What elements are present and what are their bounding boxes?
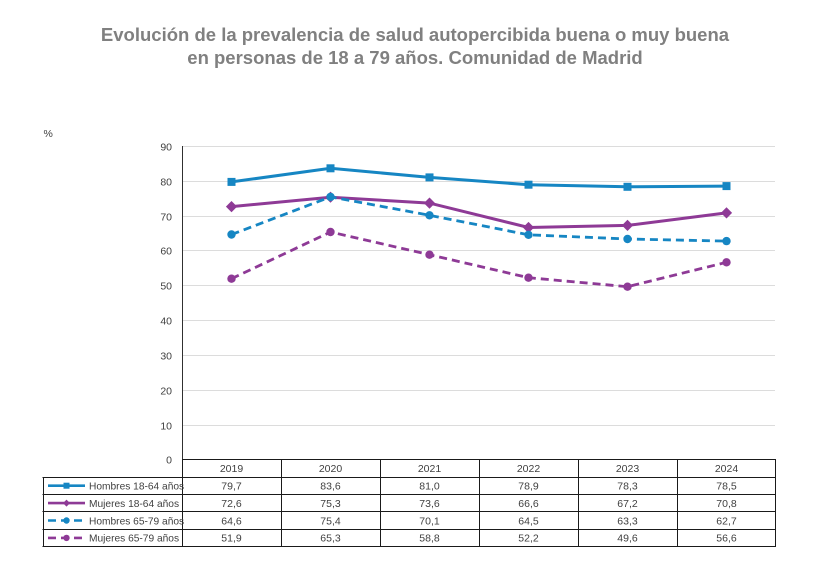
svg-text:51,9: 51,9 <box>221 533 242 545</box>
svg-text:83,6: 83,6 <box>320 481 341 493</box>
svg-text:52,2: 52,2 <box>518 533 539 545</box>
svg-text:62,7: 62,7 <box>716 515 737 527</box>
svg-text:49,6: 49,6 <box>617 533 638 545</box>
svg-text:Mujeres 65-79 años: Mujeres 65-79 años <box>89 534 179 545</box>
svg-text:79,7: 79,7 <box>221 481 242 493</box>
svg-text:20: 20 <box>160 385 172 397</box>
svg-text:63,3: 63,3 <box>617 515 638 527</box>
svg-text:64,6: 64,6 <box>221 515 242 527</box>
svg-text:2019: 2019 <box>220 463 244 475</box>
svg-text:58,8: 58,8 <box>419 533 440 545</box>
svg-text:60: 60 <box>160 245 172 257</box>
svg-text:75,3: 75,3 <box>320 498 341 510</box>
svg-text:67,2: 67,2 <box>617 498 638 510</box>
svg-text:2020: 2020 <box>319 463 343 475</box>
svg-text:80: 80 <box>160 176 172 188</box>
svg-text:70: 70 <box>160 211 172 223</box>
svg-text:78,9: 78,9 <box>518 481 539 493</box>
svg-text:90: 90 <box>160 141 172 153</box>
svg-text:73,6: 73,6 <box>419 498 440 510</box>
svg-text:75,4: 75,4 <box>320 515 341 527</box>
svg-text:2023: 2023 <box>616 463 640 475</box>
svg-text:Mujeres 18-64 años: Mujeres 18-64 años <box>89 499 179 510</box>
svg-text:2021: 2021 <box>418 463 442 475</box>
svg-text:30: 30 <box>160 350 172 362</box>
svg-text:78,3: 78,3 <box>617 481 638 493</box>
svg-text:81,0: 81,0 <box>419 481 440 493</box>
svg-text:65,3: 65,3 <box>320 533 341 545</box>
svg-text:72,6: 72,6 <box>221 498 242 510</box>
svg-text:0: 0 <box>166 454 172 466</box>
svg-text:2022: 2022 <box>517 463 541 475</box>
svg-text:10: 10 <box>160 420 172 432</box>
svg-text:50: 50 <box>160 280 172 292</box>
svg-text:40: 40 <box>160 315 172 327</box>
svg-text:%: % <box>44 128 53 140</box>
svg-text:66,6: 66,6 <box>518 498 539 510</box>
svg-text:2024: 2024 <box>715 463 739 475</box>
svg-text:70,1: 70,1 <box>419 515 440 527</box>
svg-text:56,6: 56,6 <box>716 533 737 545</box>
svg-text:Hombres 65-79 años: Hombres 65-79 años <box>89 516 184 527</box>
svg-text:Hombres 18-64 años: Hombres 18-64 años <box>89 482 184 493</box>
svg-text:78,5: 78,5 <box>716 481 737 493</box>
svg-text:70,8: 70,8 <box>716 498 737 510</box>
svg-text:64,5: 64,5 <box>518 515 539 527</box>
